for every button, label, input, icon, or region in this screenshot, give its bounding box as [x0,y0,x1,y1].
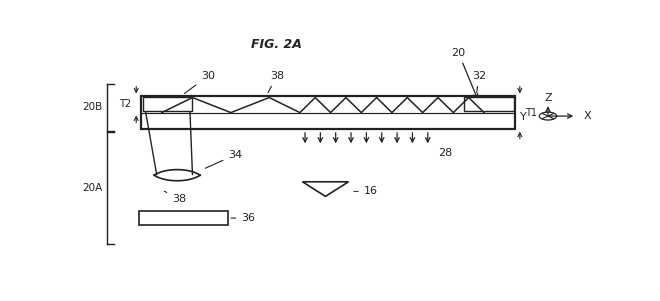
Text: T2: T2 [119,100,131,110]
Text: 30: 30 [184,71,214,94]
Text: 38: 38 [164,191,186,203]
Text: 34: 34 [205,150,242,168]
Polygon shape [302,182,348,196]
Bar [141,96,515,129]
Text: 20A: 20A [82,183,103,193]
Text: T1: T1 [525,107,537,118]
Text: X: X [583,111,591,121]
Text: FIG. 2A: FIG. 2A [251,38,302,51]
Text: 36: 36 [231,213,255,223]
Text: 20B: 20B [82,102,103,112]
Bar [143,97,193,111]
Text: 38: 38 [268,71,284,93]
Bar [463,97,513,111]
Text: Z: Z [544,92,552,103]
Text: 32: 32 [472,71,486,92]
Text: 20: 20 [451,48,478,98]
Text: 28: 28 [438,148,452,158]
Bar [139,211,228,225]
Text: 16: 16 [354,186,378,197]
Text: Y: Y [519,112,527,122]
